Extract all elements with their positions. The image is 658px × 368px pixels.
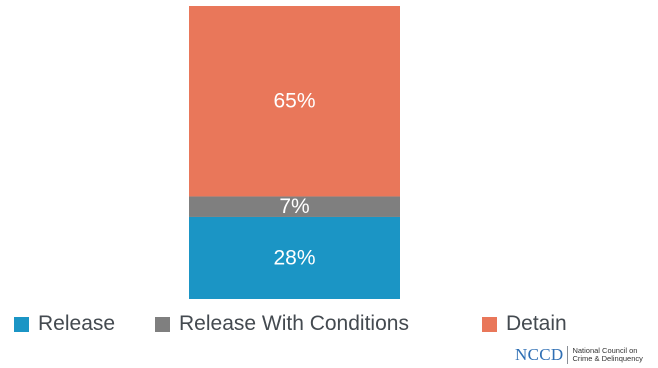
- legend-item-detain: Detain: [482, 306, 567, 342]
- legend-item-release-with-conditions: Release With Conditions: [155, 306, 409, 342]
- data-label-release: 28%: [273, 246, 315, 269]
- logo-text-line2: Crime & Delinquency: [572, 354, 643, 363]
- legend-label-release: Release: [38, 312, 116, 335]
- nccd-logo: NCCD National Council on Crime & Delinqu…: [515, 345, 643, 365]
- legend-swatch-detain: [482, 316, 497, 332]
- logo-text-line1: National Council on: [572, 345, 638, 355]
- legend-swatch-release: [14, 316, 29, 332]
- legend-swatch-release-with-conditions: [155, 316, 170, 332]
- data-label-release-with-conditions: 7%: [279, 195, 309, 218]
- logo-mark: NCCD: [515, 345, 564, 364]
- bar-segment-release-with-conditions: [189, 196, 400, 217]
- data-label-detain: 65%: [273, 90, 315, 113]
- legend-item-release: Release: [14, 306, 115, 342]
- legend-label-detain: Detain: [506, 312, 567, 335]
- bar-segment-release: [189, 216, 400, 299]
- chart-legend: Release Release With Conditions Detain: [0, 306, 658, 342]
- bar-segment-detain: [189, 6, 400, 197]
- logo-divider: [567, 346, 569, 364]
- legend-label-release-with-conditions: Release With Conditions: [179, 312, 409, 335]
- logo-text: National Council on Crime & Delinquency: [572, 345, 643, 364]
- stacked-bar-chart: 28% 7% 65%: [189, 6, 400, 299]
